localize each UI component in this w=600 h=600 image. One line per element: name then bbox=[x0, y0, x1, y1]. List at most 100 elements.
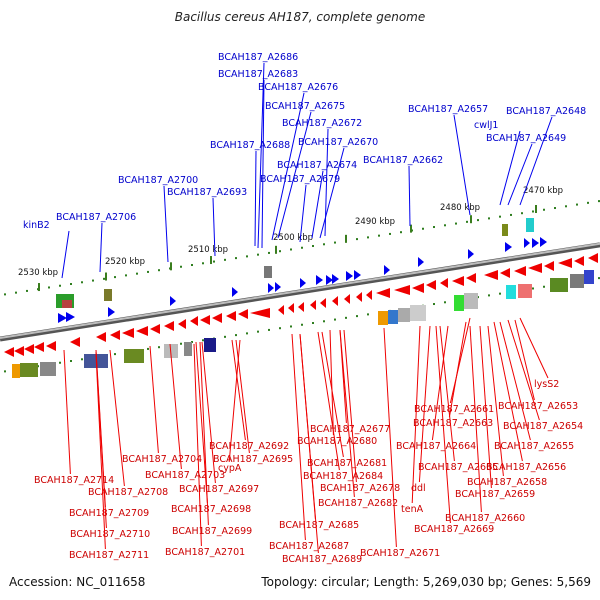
top-leader bbox=[299, 184, 307, 243]
minor-tick bbox=[499, 292, 501, 295]
minor-tick bbox=[587, 201, 589, 204]
gene-label-bottom: BCAH187_A2659 bbox=[455, 489, 535, 500]
minor-tick bbox=[598, 277, 600, 280]
forward-gene bbox=[468, 249, 474, 259]
scale-label: 2500 kbp bbox=[273, 233, 313, 243]
accession-label: Accession: NC_011658 bbox=[9, 575, 146, 589]
reverse-gene bbox=[164, 321, 174, 331]
gene-label-bottom: BCAH187_A2685 bbox=[279, 520, 359, 531]
bottom-leader bbox=[448, 321, 467, 418]
feature-block bbox=[526, 218, 534, 232]
upper-tick-row bbox=[4, 200, 600, 296]
gene-label-top: kinB2 bbox=[23, 220, 50, 231]
reverse-gene bbox=[558, 258, 572, 268]
minor-tick bbox=[246, 332, 248, 335]
minor-tick bbox=[499, 215, 501, 218]
top-leader bbox=[163, 185, 169, 263]
reverse-gene bbox=[356, 292, 362, 302]
bottom-leader bbox=[299, 333, 319, 554]
bottom-leader bbox=[321, 331, 344, 458]
top-leader bbox=[261, 79, 265, 249]
major-tick bbox=[410, 224, 412, 233]
reverse-gene bbox=[412, 283, 424, 293]
top-leader bbox=[277, 111, 312, 239]
feature-block bbox=[398, 308, 410, 322]
gene-label-top: BCAH187_A2648 bbox=[506, 106, 586, 117]
forward-gene bbox=[332, 274, 339, 284]
feature-block bbox=[264, 266, 272, 278]
minor-tick bbox=[257, 330, 259, 333]
minor-tick bbox=[301, 246, 303, 249]
reverse-gene bbox=[376, 288, 390, 298]
bottom-leader bbox=[383, 327, 397, 548]
map-title: Bacillus cereus AH187, complete genome bbox=[174, 10, 426, 24]
minor-tick bbox=[147, 347, 149, 350]
gene-label-bottom: BCAH187_A2681 bbox=[307, 458, 387, 469]
minor-tick bbox=[521, 212, 523, 215]
gene-label-top: BCAH187_A2686 bbox=[218, 52, 298, 63]
bottom-leader bbox=[199, 341, 209, 526]
minor-tick bbox=[565, 205, 567, 208]
feature-block bbox=[570, 274, 584, 288]
minor-tick bbox=[279, 327, 281, 330]
major-tick bbox=[105, 272, 107, 281]
forward-gene bbox=[66, 312, 75, 322]
forward-gene bbox=[316, 275, 323, 285]
minor-tick bbox=[147, 270, 149, 273]
bottom-leader bbox=[507, 319, 540, 421]
minor-tick bbox=[598, 200, 600, 203]
bottom-leader bbox=[418, 325, 431, 483]
gene-label-bottom: BCAH187_A2684 bbox=[303, 471, 383, 482]
minor-tick bbox=[4, 370, 6, 373]
minor-tick bbox=[554, 207, 556, 210]
reverse-gene bbox=[96, 332, 106, 342]
minor-tick bbox=[433, 303, 435, 306]
bottom-leader bbox=[449, 317, 471, 404]
minor-tick bbox=[257, 253, 259, 256]
gene-label-bottom: lysS2 bbox=[534, 379, 559, 390]
minor-tick bbox=[202, 262, 204, 265]
forward-gene bbox=[505, 242, 512, 252]
scale-label: 2510 kbp bbox=[188, 245, 228, 255]
gene-label-top: BCAH187_A2676 bbox=[258, 82, 338, 93]
major-tick bbox=[275, 245, 277, 254]
gene-label-bottom: BCAH187_A2682 bbox=[318, 498, 398, 509]
bottom-leader bbox=[519, 317, 549, 379]
minor-tick bbox=[224, 335, 226, 338]
forward-gene bbox=[532, 238, 539, 248]
gene-label-top: BCAH187_A2675 bbox=[265, 101, 345, 112]
feature-block bbox=[550, 278, 568, 292]
bottom-leader bbox=[291, 333, 306, 541]
feature-block bbox=[454, 295, 464, 311]
minor-tick bbox=[334, 241, 336, 244]
minor-tick bbox=[246, 255, 248, 258]
reverse-gene bbox=[212, 313, 222, 323]
minor-tick bbox=[213, 260, 215, 263]
reverse-gene bbox=[310, 300, 316, 310]
top-leader bbox=[61, 230, 70, 279]
gene-label-bottom: BCAH187_A2714 bbox=[34, 475, 114, 486]
reverse-gene bbox=[136, 326, 148, 336]
forward-gene bbox=[346, 271, 353, 281]
feature-block bbox=[518, 284, 532, 298]
gene-label-bottom: BCAH187_A2669 bbox=[414, 524, 494, 535]
gene-label-bottom: BCAH187_A2710 bbox=[70, 529, 150, 540]
gene-label-top: BCAH187_A2672 bbox=[282, 118, 362, 129]
gene-label-bottom: BCAH187_A2703 bbox=[145, 470, 225, 481]
gene-label-top: BCAH187_A2700 bbox=[118, 175, 198, 186]
forward-gene bbox=[58, 313, 67, 323]
minor-tick bbox=[466, 220, 468, 223]
reverse-gene bbox=[4, 347, 14, 357]
gene-label-bottom: tenA bbox=[401, 504, 424, 515]
minor-tick bbox=[367, 313, 369, 316]
reverse-gene bbox=[70, 337, 80, 347]
bottom-leader bbox=[514, 319, 535, 401]
top-leader bbox=[453, 114, 471, 216]
gene-label-top: BCAH187_A2688 bbox=[210, 140, 290, 151]
top-leader bbox=[408, 165, 411, 227]
top-leader bbox=[257, 62, 265, 249]
gene-label-top: BCAH187_A2679 bbox=[260, 174, 340, 185]
reverse-gene bbox=[278, 305, 284, 315]
minor-tick bbox=[389, 232, 391, 235]
